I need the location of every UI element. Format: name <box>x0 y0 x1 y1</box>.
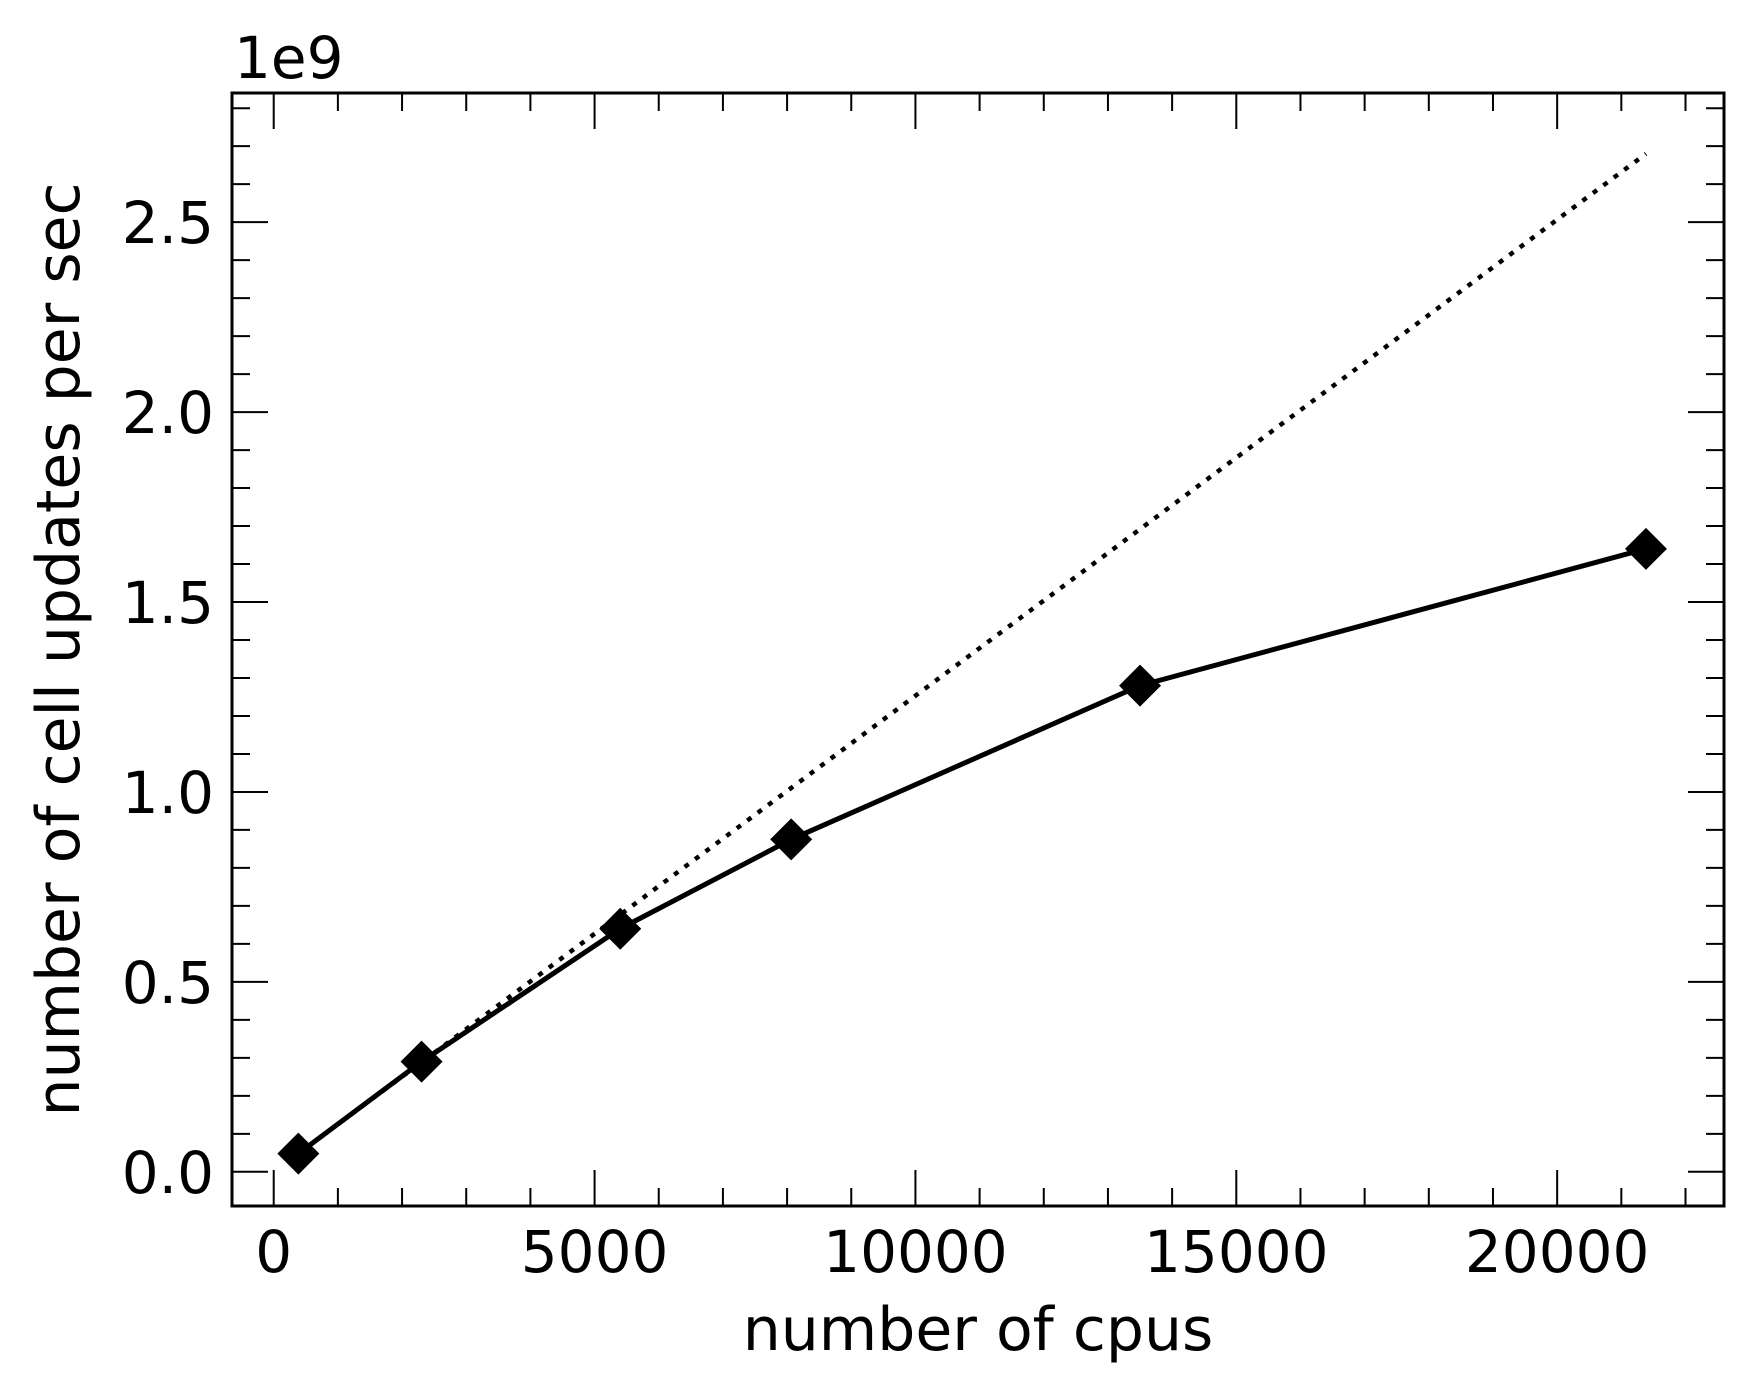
y-axis-label: number of cell updates per sec <box>24 182 94 1116</box>
ticks-layer: 0 5000 10000 15000 20000 0.0 0.5 1.0 1.5 2.0 2.5 <box>122 93 1724 1286</box>
x-tick-label: 0 <box>255 1218 292 1286</box>
y-tick-label: 2.0 <box>122 379 214 447</box>
y-tick-label: 0.5 <box>122 949 214 1017</box>
data-point-marker <box>1624 527 1667 570</box>
data-point-marker <box>400 1040 443 1083</box>
y-offset-label: 1e9 <box>234 24 344 92</box>
y-tick-label: 2.5 <box>122 189 214 257</box>
data-point-marker <box>770 818 813 861</box>
data-point-marker <box>1119 664 1162 707</box>
series-layer <box>277 151 1667 1175</box>
data-point-marker <box>599 907 642 950</box>
measured-series-line <box>296 546 1647 1156</box>
x-tick-label: 10000 <box>823 1218 1008 1286</box>
x-axis-label: number of cpus <box>743 1295 1214 1365</box>
y-tick-label: 1.0 <box>122 759 214 827</box>
y-tick-label: 1.5 <box>122 569 214 637</box>
x-tick-label: 20000 <box>1465 1218 1650 1286</box>
y-tick-label: 0.0 <box>122 1139 214 1207</box>
plot-frame <box>230 91 1726 1208</box>
ideal-scaling-line <box>297 151 1648 1156</box>
x-tick-label: 15000 <box>1144 1218 1329 1286</box>
x-tick-label: 5000 <box>521 1218 669 1286</box>
